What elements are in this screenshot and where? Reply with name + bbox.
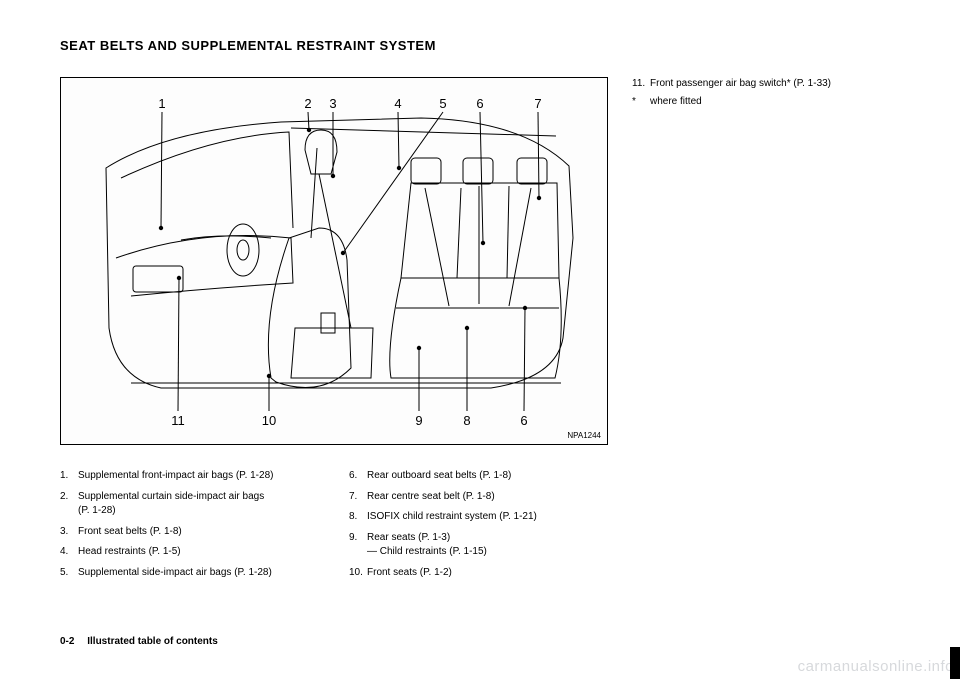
image-code: NPA1244 <box>567 431 601 440</box>
legend-item-number: 7. <box>349 490 367 504</box>
legend-item-number: 4. <box>60 545 78 559</box>
legend-item: 8.ISOFIX child restraint system (P. 1-21… <box>349 510 608 524</box>
callout-number: 4 <box>394 96 401 111</box>
leader-line <box>398 112 399 168</box>
leader-line <box>480 112 483 243</box>
footer-label: Illustrated table of contents <box>87 636 218 647</box>
leader-dot <box>465 326 469 330</box>
legend-item-text: where fitted <box>650 95 910 109</box>
callout-number: 8 <box>463 413 470 428</box>
legend-item-text: Head restraints (P. 1-5) <box>78 545 319 559</box>
legend-item-text: Front seats (P. 1-2) <box>367 566 608 580</box>
legend-item-number: 1. <box>60 469 78 483</box>
thumb-tab <box>950 647 960 679</box>
legend-item-number: 2. <box>60 490 78 518</box>
legend-item-number: 10. <box>349 566 367 580</box>
legend-item-text: Front seat belts (P. 1-8) <box>78 525 319 539</box>
legend-item-text: Front passenger air bag switch* (P. 1-33… <box>650 77 910 91</box>
diagram-frame: 1 2 3 4 5 6 7 11 10 9 8 6 NPA1244 <box>60 77 608 445</box>
legend-item-number: 8. <box>349 510 367 524</box>
legend-item: 11.Front passenger air bag switch* (P. 1… <box>632 77 910 91</box>
leader-line <box>308 112 309 130</box>
page-number: 0-2 <box>60 636 74 647</box>
legend-item-subtext: — Child restraints (P. 1-15) <box>367 545 608 559</box>
legend-item-text: Supplemental side-impact air bags (P. 1-… <box>78 566 319 580</box>
callout-number: 6 <box>520 413 527 428</box>
leader-line <box>161 112 162 228</box>
legend-item: *where fitted <box>632 95 910 109</box>
main-content: 1 2 3 4 5 6 7 11 10 9 8 6 NPA1244 1.Supplemental fr… <box>60 77 910 586</box>
leader-dot <box>159 226 163 230</box>
legend-item: 10.Front seats (P. 1-2) <box>349 566 608 580</box>
callout-number: 6 <box>476 96 483 111</box>
watermark: carmanualsonline.info <box>798 658 954 675</box>
legend-item-text: Rear centre seat belt (P. 1-8) <box>367 490 608 504</box>
legend-item: 6.Rear outboard seat belts (P. 1-8) <box>349 469 608 483</box>
legend-item-number: 11. <box>632 77 650 91</box>
vehicle-interior-diagram: 1 2 3 4 5 6 7 11 10 9 8 6 <box>61 78 609 446</box>
callout-number: 10 <box>262 413 276 428</box>
leader-dot <box>523 306 527 310</box>
callout-number: 5 <box>439 96 446 111</box>
legend-column-2: 6.Rear outboard seat belts (P. 1-8)7.Rea… <box>349 469 608 586</box>
legend-item-number: 9. <box>349 531 367 559</box>
legend-item: 5.Supplemental side-impact air bags (P. … <box>60 566 319 580</box>
callout-number: 11 <box>171 413 185 428</box>
callout-number: 9 <box>415 413 422 428</box>
legend-item: 9.Rear seats (P. 1-3)— Child restraints … <box>349 531 608 559</box>
page-title: SEAT BELTS AND SUPPLEMENTAL RESTRAINT SY… <box>60 38 910 53</box>
leader-dot <box>537 196 541 200</box>
legend-item-text: Supplemental curtain side-impact air bag… <box>78 490 319 518</box>
legend-item-subtext: (P. 1-28) <box>78 504 319 518</box>
legend-item: 7.Rear centre seat belt (P. 1-8) <box>349 490 608 504</box>
legend-item: 3.Front seat belts (P. 1-8) <box>60 525 319 539</box>
legend-columns: 1.Supplemental front-impact air bags (P.… <box>60 469 608 586</box>
leader-dot <box>397 166 401 170</box>
leader-line <box>538 112 539 198</box>
left-column: 1 2 3 4 5 6 7 11 10 9 8 6 NPA1244 1.Supplemental fr… <box>60 77 608 586</box>
callout-number: 1 <box>158 96 165 111</box>
leader-dot <box>177 276 181 280</box>
legend-item-text: ISOFIX child restraint system (P. 1-21) <box>367 510 608 524</box>
legend-item: 2.Supplemental curtain side-impact air b… <box>60 490 319 518</box>
leader-line <box>178 278 179 411</box>
right-column: 11.Front passenger air bag switch* (P. 1… <box>632 77 910 586</box>
leader-dot <box>267 374 271 378</box>
legend-item-text: Rear seats (P. 1-3)— Child restraints (P… <box>367 531 608 559</box>
leader-dot <box>341 251 345 255</box>
leader-dot <box>481 241 485 245</box>
leader-dot <box>331 174 335 178</box>
page-footer: 0-2 Illustrated table of contents <box>60 636 218 647</box>
callout-number: 3 <box>329 96 336 111</box>
legend-item-number: * <box>632 95 650 109</box>
callout-number: 7 <box>534 96 541 111</box>
legend-item-text: Supplemental front-impact air bags (P. 1… <box>78 469 319 483</box>
legend-item: 4.Head restraints (P. 1-5) <box>60 545 319 559</box>
leader-dot <box>307 128 311 132</box>
legend-item-number: 5. <box>60 566 78 580</box>
leader-dot <box>417 346 421 350</box>
legend-item-number: 6. <box>349 469 367 483</box>
legend-item: 1.Supplemental front-impact air bags (P.… <box>60 469 319 483</box>
legend-item-number: 3. <box>60 525 78 539</box>
legend-item-text: Rear outboard seat belts (P. 1-8) <box>367 469 608 483</box>
legend-column-1: 1.Supplemental front-impact air bags (P.… <box>60 469 319 586</box>
callout-number: 2 <box>304 96 311 111</box>
leader-line <box>524 308 525 411</box>
